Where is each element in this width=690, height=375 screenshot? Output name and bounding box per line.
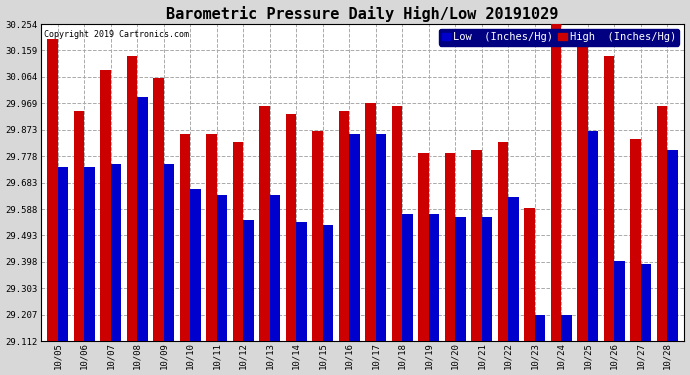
Bar	[312, 131, 323, 341]
Title: Barometric Pressure Daily High/Low 20191029: Barometric Pressure Daily High/Low 20191…	[166, 6, 559, 21]
Bar	[217, 195, 228, 341]
Bar	[614, 261, 625, 341]
Bar	[509, 197, 519, 341]
Bar	[392, 106, 402, 341]
Bar	[402, 214, 413, 341]
Bar	[428, 214, 440, 341]
Bar	[657, 106, 667, 341]
Bar	[551, 24, 561, 341]
Bar	[376, 134, 386, 341]
Bar	[244, 220, 254, 341]
Bar	[47, 39, 58, 341]
Bar	[164, 164, 175, 341]
Bar	[153, 78, 164, 341]
Bar	[471, 150, 482, 341]
Bar	[127, 56, 137, 341]
Bar	[604, 56, 614, 341]
Bar	[561, 315, 572, 341]
Bar	[339, 111, 349, 341]
Bar	[100, 70, 111, 341]
Bar	[270, 195, 280, 341]
Bar	[190, 189, 201, 341]
Bar	[630, 139, 641, 341]
Bar	[535, 315, 545, 341]
Bar	[349, 134, 360, 341]
Bar	[74, 111, 84, 341]
Bar	[524, 209, 535, 341]
Bar	[286, 114, 296, 341]
Bar	[58, 167, 68, 341]
Bar	[482, 217, 493, 341]
Bar	[667, 150, 678, 341]
Bar	[259, 106, 270, 341]
Text: Copyright 2019 Cartronics.com: Copyright 2019 Cartronics.com	[43, 30, 189, 39]
Legend: Low  (Inches/Hg), High  (Inches/Hg): Low (Inches/Hg), High (Inches/Hg)	[439, 29, 679, 46]
Bar	[179, 134, 190, 341]
Bar	[455, 217, 466, 341]
Bar	[577, 39, 588, 341]
Bar	[84, 167, 95, 341]
Bar	[233, 142, 244, 341]
Bar	[444, 153, 455, 341]
Bar	[111, 164, 121, 341]
Bar	[588, 131, 598, 341]
Bar	[497, 142, 509, 341]
Bar	[323, 225, 333, 341]
Bar	[206, 134, 217, 341]
Bar	[296, 222, 307, 341]
Bar	[365, 103, 376, 341]
Bar	[137, 98, 148, 341]
Bar	[641, 264, 651, 341]
Bar	[418, 153, 428, 341]
